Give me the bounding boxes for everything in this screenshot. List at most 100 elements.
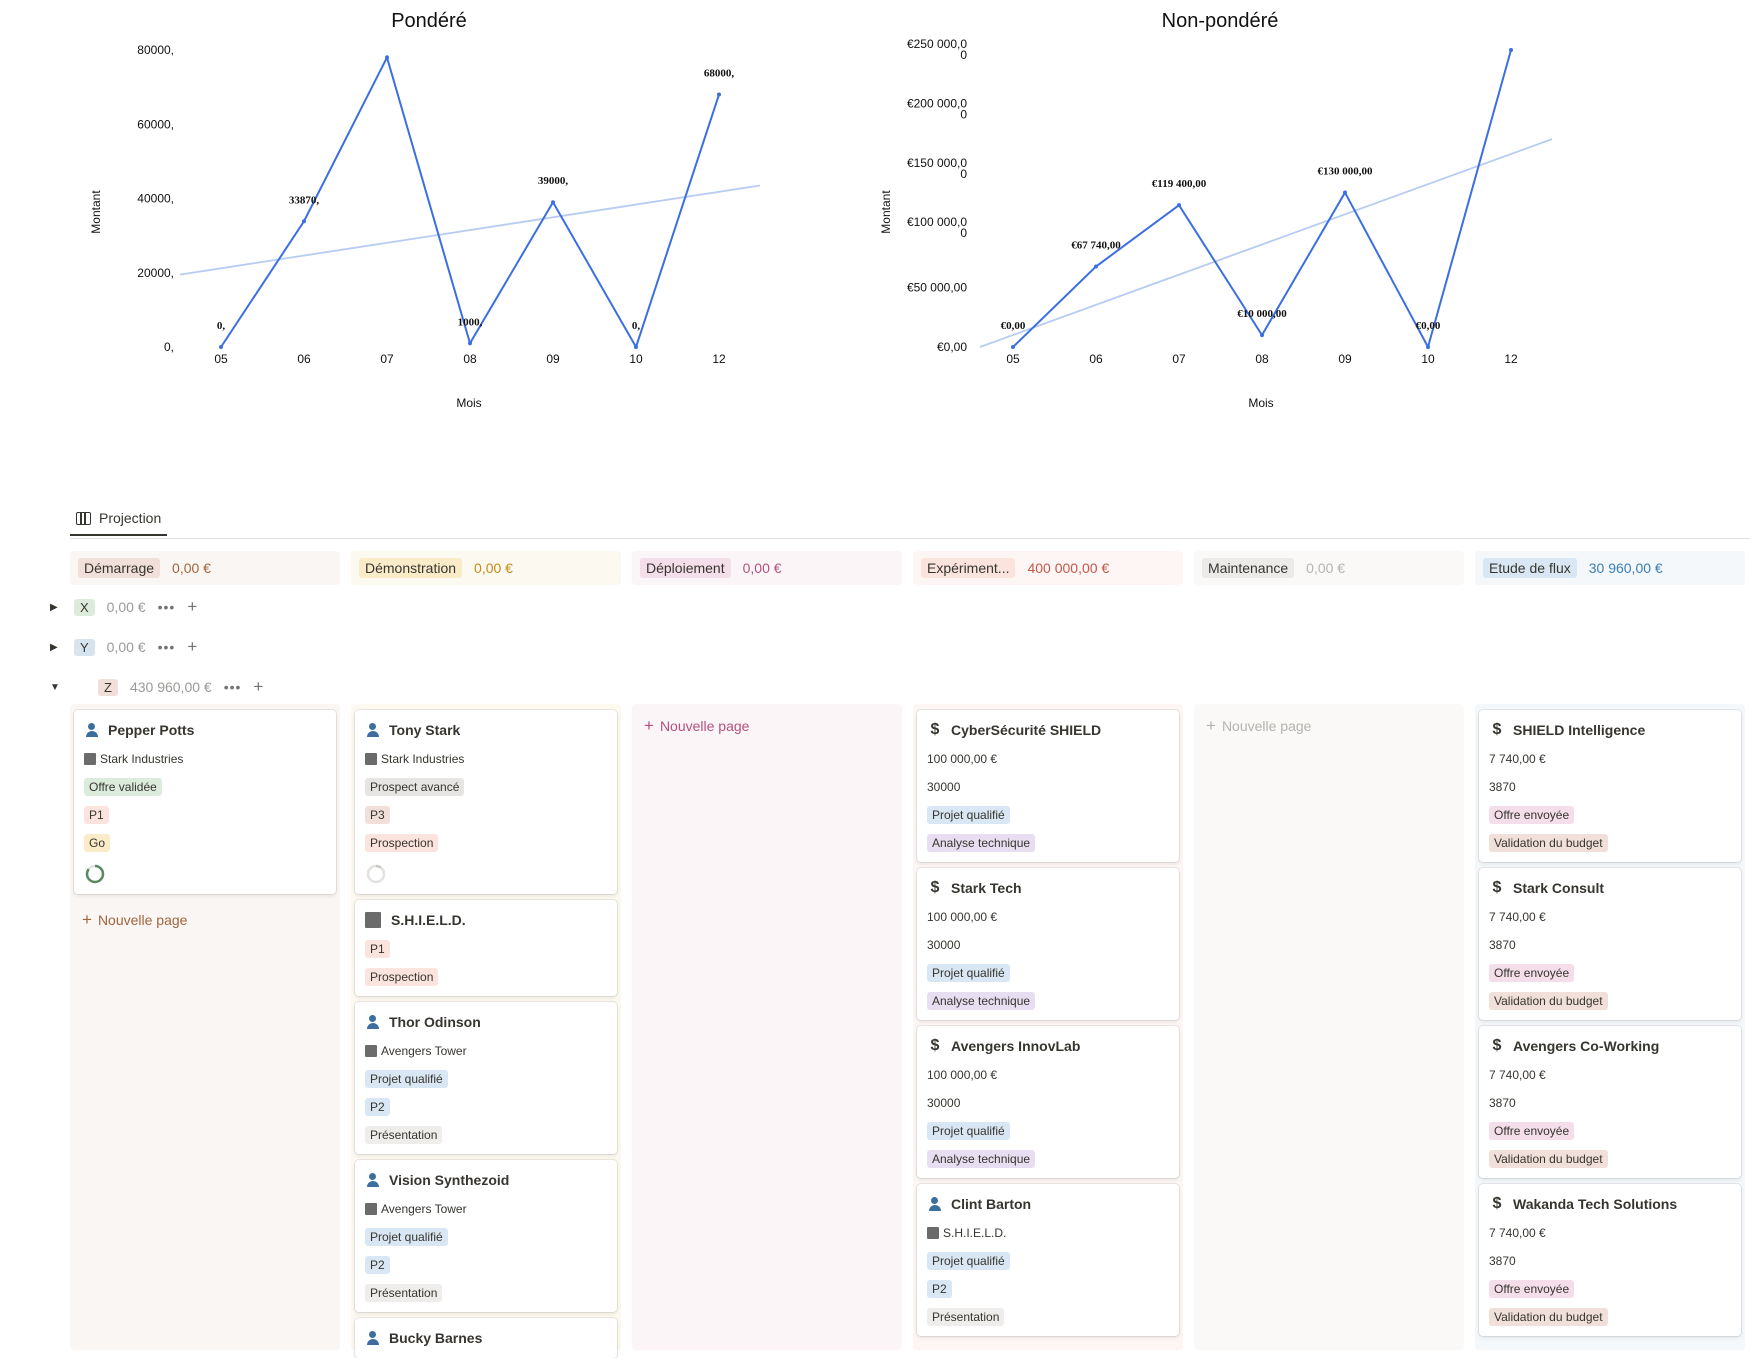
card-title: $ Avengers InnovLab	[927, 1036, 1169, 1056]
tag-line: Validation du budget	[1489, 992, 1731, 1010]
company: Avengers Tower	[365, 1200, 607, 1218]
card[interactable]: Thor Odinson Avengers Tower Projet qualifi…	[355, 1002, 617, 1154]
data-label: €0,00	[1416, 320, 1441, 332]
column-total: 400 000,00 €	[1027, 560, 1110, 576]
group-row[interactable]: ▶ Y 0,00 € ••• +	[50, 634, 197, 660]
group-row[interactable]: ▼ Z 430 960,00 € ••• +	[50, 674, 263, 700]
card[interactable]: $ Avengers Co-Working 7 740,00 € 3870 Offre …	[1479, 1026, 1741, 1178]
data-label: €67 740,00	[1071, 240, 1121, 252]
dollar-icon: $	[1492, 879, 1502, 896]
tag: Validation du budget	[1489, 834, 1608, 852]
column-header[interactable]: Expériment... 400 000,00 €	[913, 551, 1183, 585]
data-point	[1011, 345, 1015, 349]
column-header[interactable]: Démonstration 0,00 €	[351, 551, 621, 585]
card-title-text: Pepper Potts	[108, 722, 195, 738]
tag-line: Offre validée	[84, 778, 326, 796]
expanded-caret-icon[interactable]: ▼	[50, 681, 60, 693]
card-title: Clint Barton	[927, 1194, 1169, 1214]
group-row[interactable]: ▶ X 0,00 € ••• +	[50, 594, 197, 620]
column-name: Démarrage	[78, 558, 161, 578]
add-icon[interactable]: +	[187, 637, 198, 656]
new-page-button[interactable]: + Nouvelle page	[82, 910, 187, 930]
y-tick-label: €50 000,00	[907, 281, 967, 295]
new-page-button[interactable]: + Nouvelle page	[1206, 716, 1311, 736]
card-title-text: Tony Stark	[389, 722, 461, 738]
add-icon: +	[82, 910, 92, 929]
tag-line: Présentation	[927, 1308, 1169, 1326]
tag: Prospect avancé	[365, 778, 465, 796]
y-tick-label: 40000,	[137, 192, 174, 206]
tag: Projet qualifié	[927, 1252, 1010, 1270]
y-tick-label: 0	[960, 107, 967, 121]
tag: Prospection	[365, 968, 439, 986]
card[interactable]: Vision Synthezoid Avengers Tower Projet qu…	[355, 1160, 617, 1312]
more-icon[interactable]: •••	[157, 599, 176, 615]
collapsed-caret-icon[interactable]: ▶	[50, 601, 58, 613]
tag-line: Validation du budget	[1489, 1308, 1731, 1326]
add-icon[interactable]: +	[187, 597, 198, 616]
amount: 7 740,00 €	[1489, 910, 1546, 924]
y-tick-label: €0,00	[937, 340, 967, 354]
group-total: 430 960,00 €	[129, 679, 212, 695]
board-icon	[76, 511, 91, 525]
progress-fill	[85, 864, 105, 884]
column-header[interactable]: Maintenance 0,00 €	[1194, 551, 1464, 585]
chart-title: Non-pondéré	[1162, 10, 1279, 32]
data-label: €119 400,00	[1152, 178, 1207, 190]
column-header[interactable]: Démarrage 0,00 €	[70, 551, 340, 585]
x-axis-label: Mois	[1248, 396, 1273, 410]
card[interactable]: Clint Barton S.H.I.E.L.D. Projet qualifié P…	[917, 1184, 1179, 1336]
progress-ring	[366, 864, 386, 884]
card[interactable]: $ Stark Consult 7 740,00 € 3870 Offre envoyé…	[1479, 868, 1741, 1020]
card[interactable]: $ Wakanda Tech Solutions 7 740,00 € 3870 Off…	[1479, 1184, 1741, 1336]
card-title: Vision Synthezoid	[365, 1170, 607, 1190]
data-label: 68000,	[704, 68, 735, 80]
card[interactable]: Tony Stark Stark Industries Prospect avanc…	[355, 710, 617, 894]
x-tick-label: 10	[629, 352, 643, 366]
progress-ring	[85, 864, 105, 884]
weighted-amount: 30000	[927, 1096, 961, 1110]
line-charts: Pondéré Mois Montant 0, 20000, 40000, 60000, 80…	[89, 10, 1553, 410]
more-icon[interactable]: •••	[223, 679, 242, 695]
card[interactable]: $ Avengers InnovLab 100 000,00 € 30000 Proje…	[917, 1026, 1179, 1178]
column-total: 0,00 €	[742, 560, 782, 576]
column-header[interactable]: Déploiement 0,00 €	[632, 551, 902, 585]
card-title-text: Stark Consult	[1513, 880, 1605, 896]
y-tick-label: 0	[960, 48, 967, 62]
amount: 100 000,00 €	[927, 910, 998, 924]
card[interactable]: S.H.I.E.L.D. P1 Prospection	[355, 900, 617, 996]
data-point	[302, 219, 306, 224]
building-icon	[365, 912, 381, 928]
tag: Projet qualifié	[927, 806, 1010, 824]
add-icon[interactable]: +	[253, 677, 264, 696]
tag: Go	[84, 834, 111, 852]
card[interactable]: $ Stark Tech 100 000,00 € 30000 Projet quali…	[917, 868, 1179, 1020]
person-icon	[365, 722, 381, 738]
tab-projection[interactable]: Projection	[70, 502, 168, 536]
dollar-icon: $	[1492, 1037, 1502, 1054]
card-title: Pepper Potts	[84, 720, 326, 740]
tag-line: Offre envoyée	[1489, 1280, 1731, 1298]
x-tick-label: 08	[1255, 352, 1269, 366]
card[interactable]: $ SHIELD Intelligence 7 740,00 € 3870 Offre …	[1479, 710, 1741, 862]
more-icon[interactable]: •••	[157, 639, 176, 655]
card-title: S.H.I.E.L.D.	[365, 910, 607, 930]
x-tick-label: 05	[1006, 352, 1020, 366]
column-header[interactable]: Etude de flux 30 960,00 €	[1475, 551, 1745, 585]
person-icon	[365, 1172, 381, 1188]
person-icon	[927, 1196, 943, 1212]
tag-line: Offre envoyée	[1489, 1122, 1731, 1140]
company: S.H.I.E.L.D.	[927, 1224, 1169, 1242]
new-page-button[interactable]: + Nouvelle page	[644, 716, 749, 736]
x-tick-label: 08	[463, 352, 477, 366]
tag: Offre validée	[84, 778, 162, 796]
building-icon	[927, 1227, 939, 1239]
amount: 7 740,00 €	[1489, 752, 1546, 766]
amount: 7 740,00 €	[1489, 1226, 1546, 1240]
tag: Offre envoyée	[1489, 806, 1575, 824]
card[interactable]: Pepper Potts Stark Industries Offre validé…	[74, 710, 336, 894]
card[interactable]: Bucky Barnes	[355, 1318, 617, 1358]
collapsed-caret-icon[interactable]: ▶	[50, 641, 58, 653]
tag: P2	[365, 1098, 390, 1116]
card[interactable]: $ CyberSécurité SHIELD 100 000,00 € 30000 Pr…	[917, 710, 1179, 862]
